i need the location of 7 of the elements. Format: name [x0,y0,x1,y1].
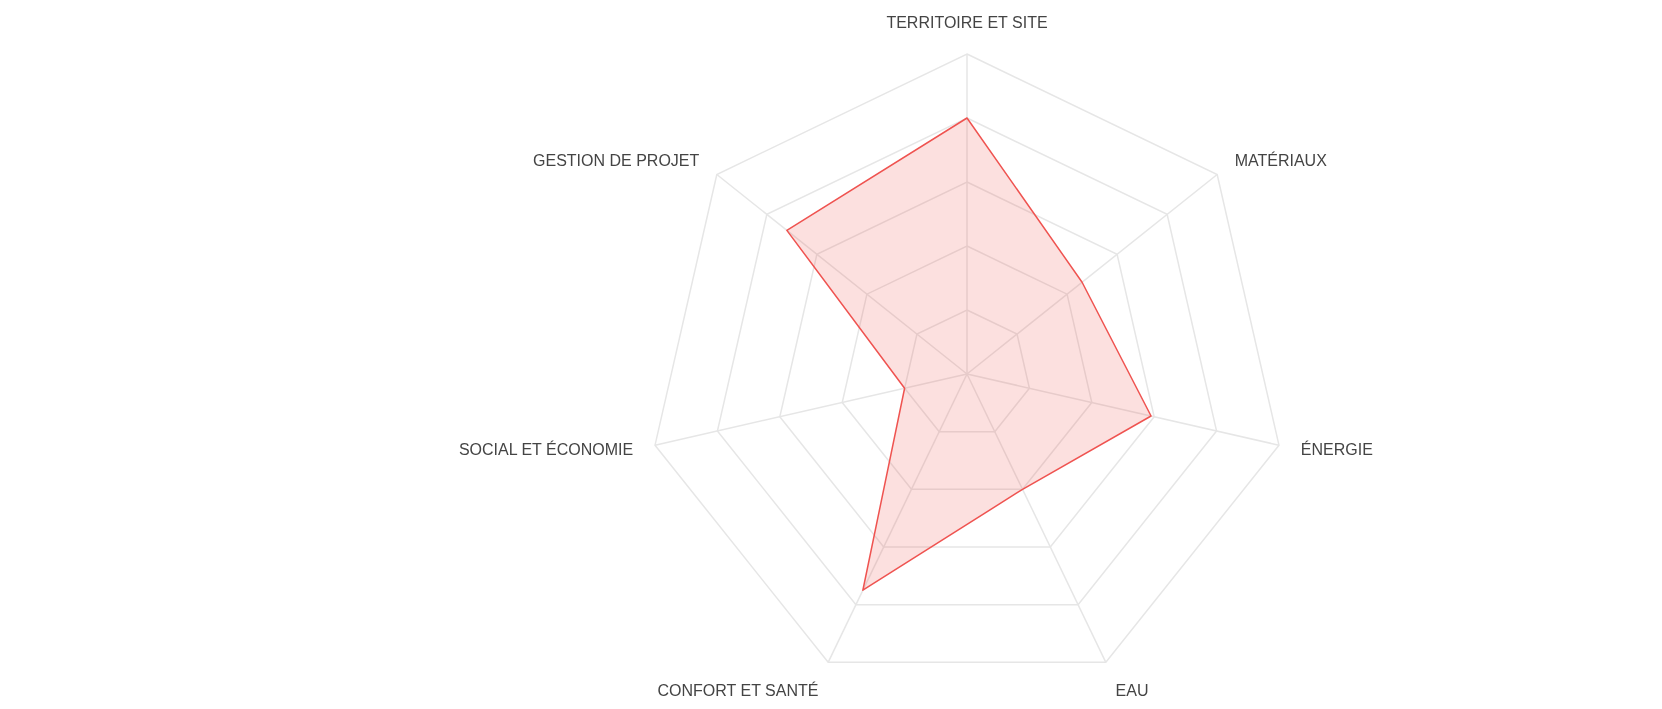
spoke-label: ÉNERGIE [1300,440,1373,459]
spoke-label: CONFORT ET SANTÉ [657,681,819,700]
spoke-label: GESTION DE PROJET [533,151,700,169]
spoke-label: SOCIAL ET ÉCONOMIE [458,440,634,459]
spoke-label: EAU [1115,682,1149,700]
spoke-label: MATÉRIAUX [1234,150,1328,169]
spoke-label: TERRITOIRE ET SITE [886,13,1048,31]
